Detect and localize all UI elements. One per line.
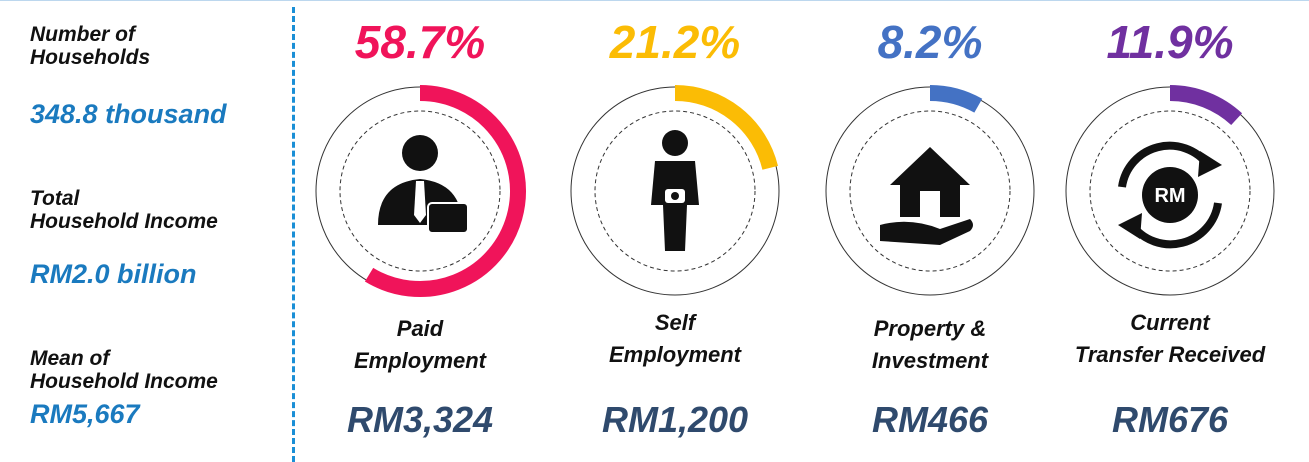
source-name: Current Transfer Received [1050, 307, 1290, 371]
share-arc [674, 85, 778, 170]
summary-label: Number of Households [30, 23, 150, 69]
label-line: Household Income [30, 210, 218, 233]
svg-text:RM: RM [1154, 185, 1185, 207]
ring-inner [849, 110, 1011, 272]
label-line: Employment [608, 342, 742, 367]
label-line: Investment [871, 348, 989, 373]
label-line: Employment [353, 348, 487, 373]
source-name: Self Employment [555, 307, 795, 371]
label-line: Self [654, 310, 696, 335]
divider [292, 7, 295, 462]
share-label: 58.7% [354, 16, 486, 68]
mean-income: RM466 [871, 399, 989, 440]
share-arc [929, 85, 983, 113]
ring-inner [339, 110, 501, 272]
label-line: Current [1130, 310, 1210, 335]
share-label: 21.2% [609, 16, 741, 68]
share-arc [364, 85, 526, 297]
icon: RM [1118, 141, 1222, 249]
share-label: 11.9% [1106, 16, 1234, 68]
ring-inner [1089, 110, 1251, 272]
mean-income: RM676 [1111, 399, 1229, 440]
summary-label: Total Household Income [30, 187, 218, 233]
summary-value: 348.8 thousand [30, 99, 227, 129]
share-label: 8.2% [877, 16, 983, 68]
label-line: Total [30, 187, 80, 210]
ring [570, 85, 780, 296]
mean-income: RM1,200 [601, 399, 749, 440]
label-line: Property & [873, 316, 987, 341]
label-line: Mean of [30, 347, 110, 370]
share-arc [1169, 85, 1243, 126]
label-line: Number of [30, 23, 135, 46]
icon [651, 130, 699, 251]
summary-value: RM2.0 billion [30, 259, 197, 289]
mean-income: RM3,324 [346, 399, 494, 440]
icon [880, 147, 973, 245]
label-line: Households [30, 46, 151, 69]
ring [825, 85, 1035, 296]
ring-inner [594, 110, 756, 272]
source-name: Paid Employment [300, 313, 540, 377]
summary-value: RM5,667 [30, 399, 140, 429]
ring [315, 85, 526, 297]
summary-label: Mean of Household Income [30, 347, 218, 393]
ring: RM [1065, 85, 1275, 296]
label-line: Paid [396, 316, 444, 341]
label-line: Household Income [30, 370, 218, 393]
label-line: Transfer Received [1074, 342, 1266, 367]
source-name: Property & Investment [810, 313, 1050, 377]
icon [378, 135, 469, 234]
